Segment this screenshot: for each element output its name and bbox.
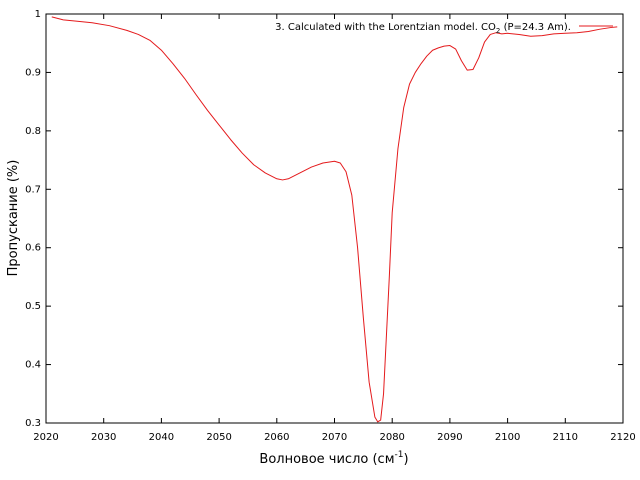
y-tick-label: 0.8 [25,126,41,137]
y-tick-label: 0.4 [25,360,41,371]
y-tick-label: 1 [35,9,41,20]
x-tick-label: 2120 [610,432,635,443]
x-tick-label: 2020 [33,432,58,443]
y-tick-label: 0.7 [25,184,41,195]
legend: 3. Calculated with the Lorentzian model.… [275,22,613,35]
y-tick-label: 0.9 [25,67,41,78]
y-tick-label: 0.6 [25,243,41,254]
y-axis-title: Пропускание (%) [6,160,21,277]
x-tick-label: 2110 [553,432,578,443]
x-tick-label: 2070 [322,432,347,443]
x-tick-label: 2040 [149,432,174,443]
x-tick-label: 2090 [437,432,462,443]
x-tick-label: 2050 [206,432,231,443]
x-tick-label: 2080 [379,432,404,443]
x-axis-ticks: 2020 2030 2040 2050 2060 2070 2080 2090 2100 2110… [33,14,636,443]
x-tick-label: 2030 [91,432,116,443]
y-tick-label: 0.5 [25,301,41,312]
x-tick-label: 2060 [264,432,289,443]
x-axis-title: Волновое число (см-1) [259,450,408,467]
series-line [51,16,618,423]
x-tick-label: 2100 [495,432,520,443]
y-axis-ticks: 0.3 0.4 0.5 0.6 0.7 0.8 0.9 1 [25,9,623,429]
plot-frame [45,13,624,424]
legend-label: 3. Calculated with the Lorentzian model.… [275,22,571,35]
y-tick-label: 0.3 [25,418,41,429]
